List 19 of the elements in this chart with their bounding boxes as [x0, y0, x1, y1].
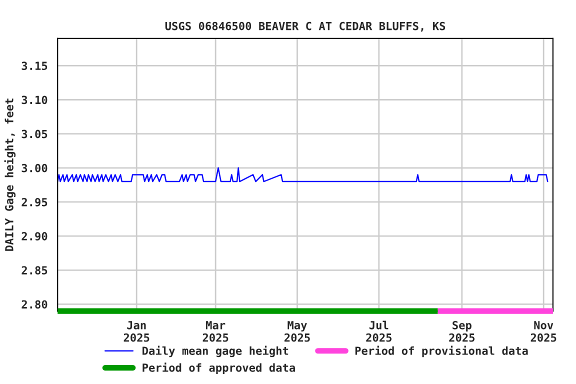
x-tick-label: Jul 2025 — [366, 320, 392, 342]
y-tick-label: 3.05 — [22, 130, 48, 138]
y-tick-label: 2.80 — [22, 300, 48, 309]
x-tick-label: Sep 2025 — [449, 320, 475, 342]
chart-title: USGS 06846500 BEAVER C AT CEDAR BLUFFS, KS — [165, 22, 446, 32]
legend-label: Daily mean gage height — [142, 346, 288, 358]
x-tick-label: Nov 2025 — [530, 321, 556, 342]
y-axis-title: DAILY Gage height, feet — [4, 98, 16, 251]
y-tick-label: 3.00 — [22, 164, 48, 172]
x-tick-label: Mar 2025 — [202, 321, 228, 342]
x-tick-label: Jan 2025 — [124, 321, 150, 342]
y-tick-label: 2.90 — [22, 232, 48, 240]
y-tick-label: 2.85 — [22, 266, 48, 275]
x-tick-label: May 2025 — [284, 321, 310, 342]
legend-label: Period of provisional data — [355, 346, 528, 358]
y-tick-label: 3.15 — [22, 62, 48, 70]
y-tick-label: 3.10 — [22, 96, 48, 104]
legend-label: Period of approved data — [142, 362, 295, 374]
y-tick-label: 2.95 — [22, 198, 48, 206]
